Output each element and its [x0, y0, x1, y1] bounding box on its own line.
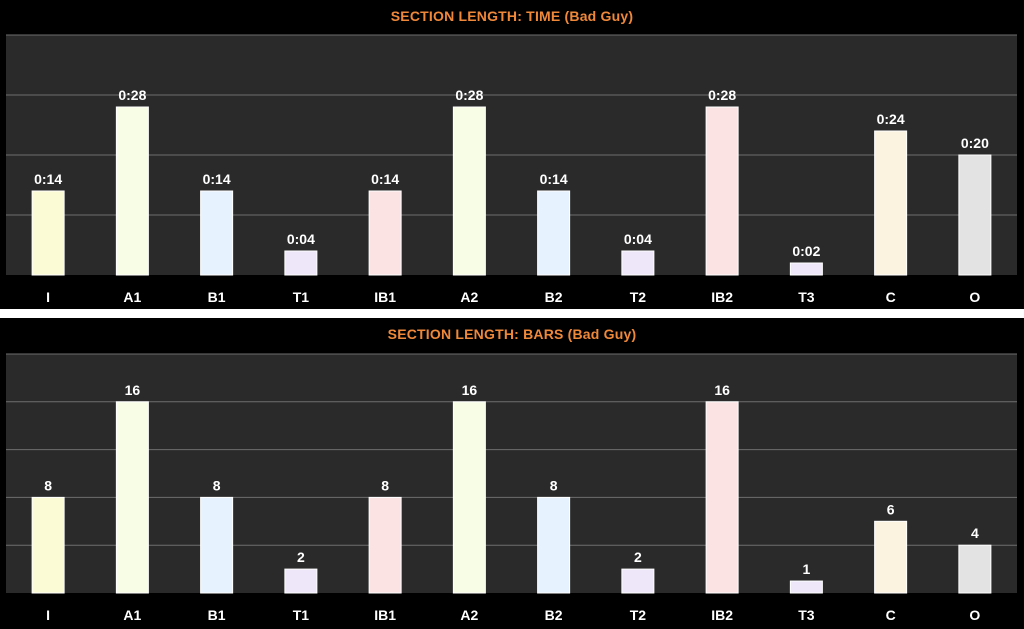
- bar-b2: [537, 190, 571, 276]
- x-tick-label: B1: [208, 607, 226, 623]
- data-label: 8: [213, 477, 221, 493]
- time-chart-plot: 0:14 I 0:28 A1 0:14 B1 0:04 T1 0:14 IB1 0:28 A2 0:14…: [6, 34, 1017, 305]
- x-tick-label: A1: [123, 607, 141, 623]
- data-label: 0:24: [877, 111, 905, 127]
- bar-i: [31, 496, 65, 594]
- bar-a1: [115, 106, 149, 276]
- data-label: 2: [634, 549, 642, 565]
- bar-t1: [284, 250, 318, 276]
- x-tick-label: A1: [123, 289, 141, 305]
- x-tick-label: O: [969, 607, 980, 623]
- x-tick-label: I: [46, 289, 50, 305]
- data-label: 0:04: [624, 231, 652, 247]
- bar-b1: [200, 496, 234, 594]
- x-tick-label: T2: [630, 607, 647, 623]
- bars-chart-panel: SECTION LENGTH: BARS (Bad Guy) 8 I 16 A1 8 B1…: [0, 318, 1024, 629]
- x-tick-label: A2: [460, 607, 478, 623]
- data-label: 0:02: [792, 243, 820, 259]
- bar-t2: [621, 250, 655, 276]
- bar-ib2: [705, 106, 739, 276]
- x-tick-label: IB1: [374, 289, 396, 305]
- data-label: 8: [44, 477, 52, 493]
- bar-ib2: [705, 401, 739, 594]
- bar-o: [958, 544, 992, 594]
- x-tick-label: T1: [293, 289, 310, 305]
- data-label: 6: [887, 501, 895, 517]
- data-label: 0:14: [203, 171, 231, 187]
- x-tick-label: B2: [545, 289, 563, 305]
- x-tick-label: T1: [293, 607, 310, 623]
- x-tick-label: IB2: [711, 289, 733, 305]
- x-tick-label: T2: [630, 289, 647, 305]
- data-label: 0:04: [287, 231, 315, 247]
- bar-o: [958, 154, 992, 276]
- time-chart-panel: SECTION LENGTH: TIME (Bad Guy) 0:14 I 0:28…: [0, 0, 1024, 309]
- x-tick-label: B2: [545, 607, 563, 623]
- x-tick-label: IB1: [374, 607, 396, 623]
- bar-c: [874, 520, 908, 594]
- data-label: 0:20: [961, 135, 989, 151]
- data-label: 0:28: [455, 87, 483, 103]
- data-label: 2: [297, 549, 305, 565]
- bar-ib1: [368, 496, 402, 594]
- x-tick-label: B1: [208, 289, 226, 305]
- bar-t2: [621, 568, 655, 594]
- bar-a2: [452, 106, 486, 276]
- bar-t1: [284, 568, 318, 594]
- plot-area: [6, 354, 1017, 593]
- x-tick-label: C: [886, 607, 896, 623]
- data-label: 16: [125, 382, 141, 398]
- bar-i: [31, 190, 65, 276]
- bars-chart-plot: 8 I 16 A1 8 B1 2 T1 8 IB1 16 A2 8 B2 2 T2 16 IB2 1 T3 6 C 4 O: [6, 353, 1017, 623]
- x-tick-label: A2: [460, 289, 478, 305]
- bar-a1: [115, 401, 149, 594]
- x-tick-label: T3: [798, 289, 815, 305]
- data-label: 4: [971, 525, 979, 541]
- x-tick-label: T3: [798, 607, 815, 623]
- x-tick-label: C: [886, 289, 896, 305]
- x-tick-label: IB2: [711, 607, 733, 623]
- bar-b1: [200, 190, 234, 276]
- data-label: 8: [550, 477, 558, 493]
- data-label: 0:28: [708, 87, 736, 103]
- bar-a2: [452, 401, 486, 594]
- data-label: 8: [381, 477, 389, 493]
- x-tick-label: O: [969, 289, 980, 305]
- data-label: 0:14: [34, 171, 62, 187]
- x-tick-label: I: [46, 607, 50, 623]
- data-label: 0:14: [371, 171, 399, 187]
- data-label: 1: [802, 561, 810, 577]
- bar-c: [874, 130, 908, 276]
- data-label: 16: [714, 382, 730, 398]
- bar-t3: [789, 580, 823, 594]
- data-label: 16: [462, 382, 478, 398]
- data-label: 0:14: [540, 171, 568, 187]
- bar-t3: [789, 262, 823, 276]
- bars-chart-title: SECTION LENGTH: BARS (Bad Guy): [387, 326, 637, 342]
- data-label: 0:28: [118, 87, 146, 103]
- bar-ib1: [368, 190, 402, 276]
- time-chart-title: SECTION LENGTH: TIME (Bad Guy): [390, 8, 634, 24]
- bar-b2: [537, 496, 571, 594]
